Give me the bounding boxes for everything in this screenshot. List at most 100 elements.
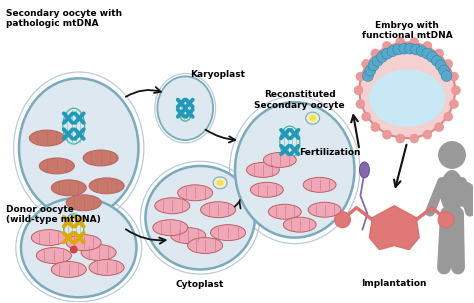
Ellipse shape: [51, 180, 86, 196]
Ellipse shape: [66, 235, 101, 251]
Ellipse shape: [66, 195, 101, 211]
Text: Fertilization: Fertilization: [299, 148, 360, 157]
Circle shape: [293, 132, 296, 136]
Circle shape: [382, 48, 392, 59]
Circle shape: [444, 112, 453, 121]
Circle shape: [396, 134, 405, 143]
Polygon shape: [369, 206, 419, 250]
Ellipse shape: [213, 177, 227, 189]
Circle shape: [180, 102, 182, 105]
Ellipse shape: [359, 162, 369, 178]
Ellipse shape: [268, 204, 301, 219]
Ellipse shape: [309, 115, 316, 121]
Circle shape: [393, 44, 404, 55]
Ellipse shape: [153, 220, 188, 236]
Circle shape: [66, 236, 70, 239]
Circle shape: [405, 43, 416, 54]
Circle shape: [371, 49, 380, 58]
Circle shape: [78, 116, 81, 120]
Ellipse shape: [21, 198, 137, 297]
Circle shape: [188, 102, 191, 105]
Ellipse shape: [31, 230, 66, 245]
Circle shape: [356, 100, 365, 108]
Ellipse shape: [303, 177, 336, 192]
Ellipse shape: [456, 182, 474, 208]
Text: Secondary oocyte with
pathologic mtDNA: Secondary oocyte with pathologic mtDNA: [6, 9, 122, 28]
Ellipse shape: [171, 228, 206, 244]
Circle shape: [78, 220, 81, 223]
Circle shape: [423, 42, 432, 50]
Circle shape: [283, 132, 286, 136]
Ellipse shape: [89, 178, 124, 194]
Ellipse shape: [29, 130, 64, 146]
Circle shape: [372, 55, 383, 66]
Circle shape: [438, 65, 449, 76]
Circle shape: [376, 52, 388, 62]
Circle shape: [362, 59, 371, 68]
Circle shape: [180, 112, 182, 115]
Circle shape: [387, 46, 398, 57]
Circle shape: [444, 59, 453, 68]
Circle shape: [365, 65, 376, 76]
Circle shape: [383, 42, 392, 50]
Circle shape: [423, 130, 432, 139]
Circle shape: [293, 148, 296, 152]
Circle shape: [449, 100, 458, 108]
Ellipse shape: [157, 76, 213, 140]
Circle shape: [417, 46, 428, 57]
Circle shape: [435, 49, 444, 58]
Circle shape: [441, 71, 452, 82]
Circle shape: [368, 60, 379, 71]
Circle shape: [410, 44, 422, 55]
Circle shape: [354, 86, 363, 95]
Text: Implantation: Implantation: [362, 279, 427, 288]
Ellipse shape: [178, 185, 213, 201]
Ellipse shape: [250, 182, 283, 197]
Circle shape: [396, 38, 405, 46]
Circle shape: [78, 236, 81, 239]
Ellipse shape: [201, 202, 236, 218]
Text: Reconstituted
Secondary oocyte: Reconstituted Secondary oocyte: [255, 90, 345, 110]
Ellipse shape: [81, 245, 116, 261]
Circle shape: [435, 123, 444, 132]
Circle shape: [383, 130, 392, 139]
Circle shape: [283, 148, 286, 152]
Ellipse shape: [440, 170, 464, 214]
Circle shape: [449, 72, 458, 81]
Ellipse shape: [210, 225, 246, 241]
Ellipse shape: [89, 259, 124, 275]
Ellipse shape: [19, 78, 138, 218]
Circle shape: [399, 43, 410, 54]
Ellipse shape: [36, 248, 72, 264]
Circle shape: [66, 220, 70, 223]
Circle shape: [410, 38, 419, 46]
Ellipse shape: [264, 152, 296, 168]
Ellipse shape: [39, 158, 74, 174]
Circle shape: [452, 86, 460, 95]
Ellipse shape: [188, 238, 223, 254]
Circle shape: [362, 112, 371, 121]
Ellipse shape: [51, 261, 86, 278]
Text: Cytoplast: Cytoplast: [176, 280, 224, 289]
Circle shape: [427, 52, 438, 62]
Ellipse shape: [146, 166, 255, 269]
Circle shape: [70, 245, 78, 254]
Circle shape: [438, 141, 466, 169]
Circle shape: [359, 42, 455, 138]
Circle shape: [356, 72, 365, 81]
Text: Embryo with
functional mtDNA: Embryo with functional mtDNA: [362, 21, 453, 40]
Circle shape: [438, 212, 454, 228]
Circle shape: [371, 123, 380, 132]
Circle shape: [66, 116, 70, 120]
Circle shape: [188, 112, 191, 115]
Circle shape: [66, 132, 70, 136]
Text: Karyoplast: Karyoplast: [190, 70, 245, 79]
Ellipse shape: [217, 180, 224, 186]
Circle shape: [335, 212, 350, 228]
Ellipse shape: [155, 198, 190, 214]
Circle shape: [435, 60, 447, 71]
Ellipse shape: [246, 162, 279, 177]
Ellipse shape: [283, 217, 316, 232]
Ellipse shape: [369, 70, 446, 127]
Text: Donor oocyte
(wild-type mtDNA): Donor oocyte (wild-type mtDNA): [6, 205, 101, 224]
